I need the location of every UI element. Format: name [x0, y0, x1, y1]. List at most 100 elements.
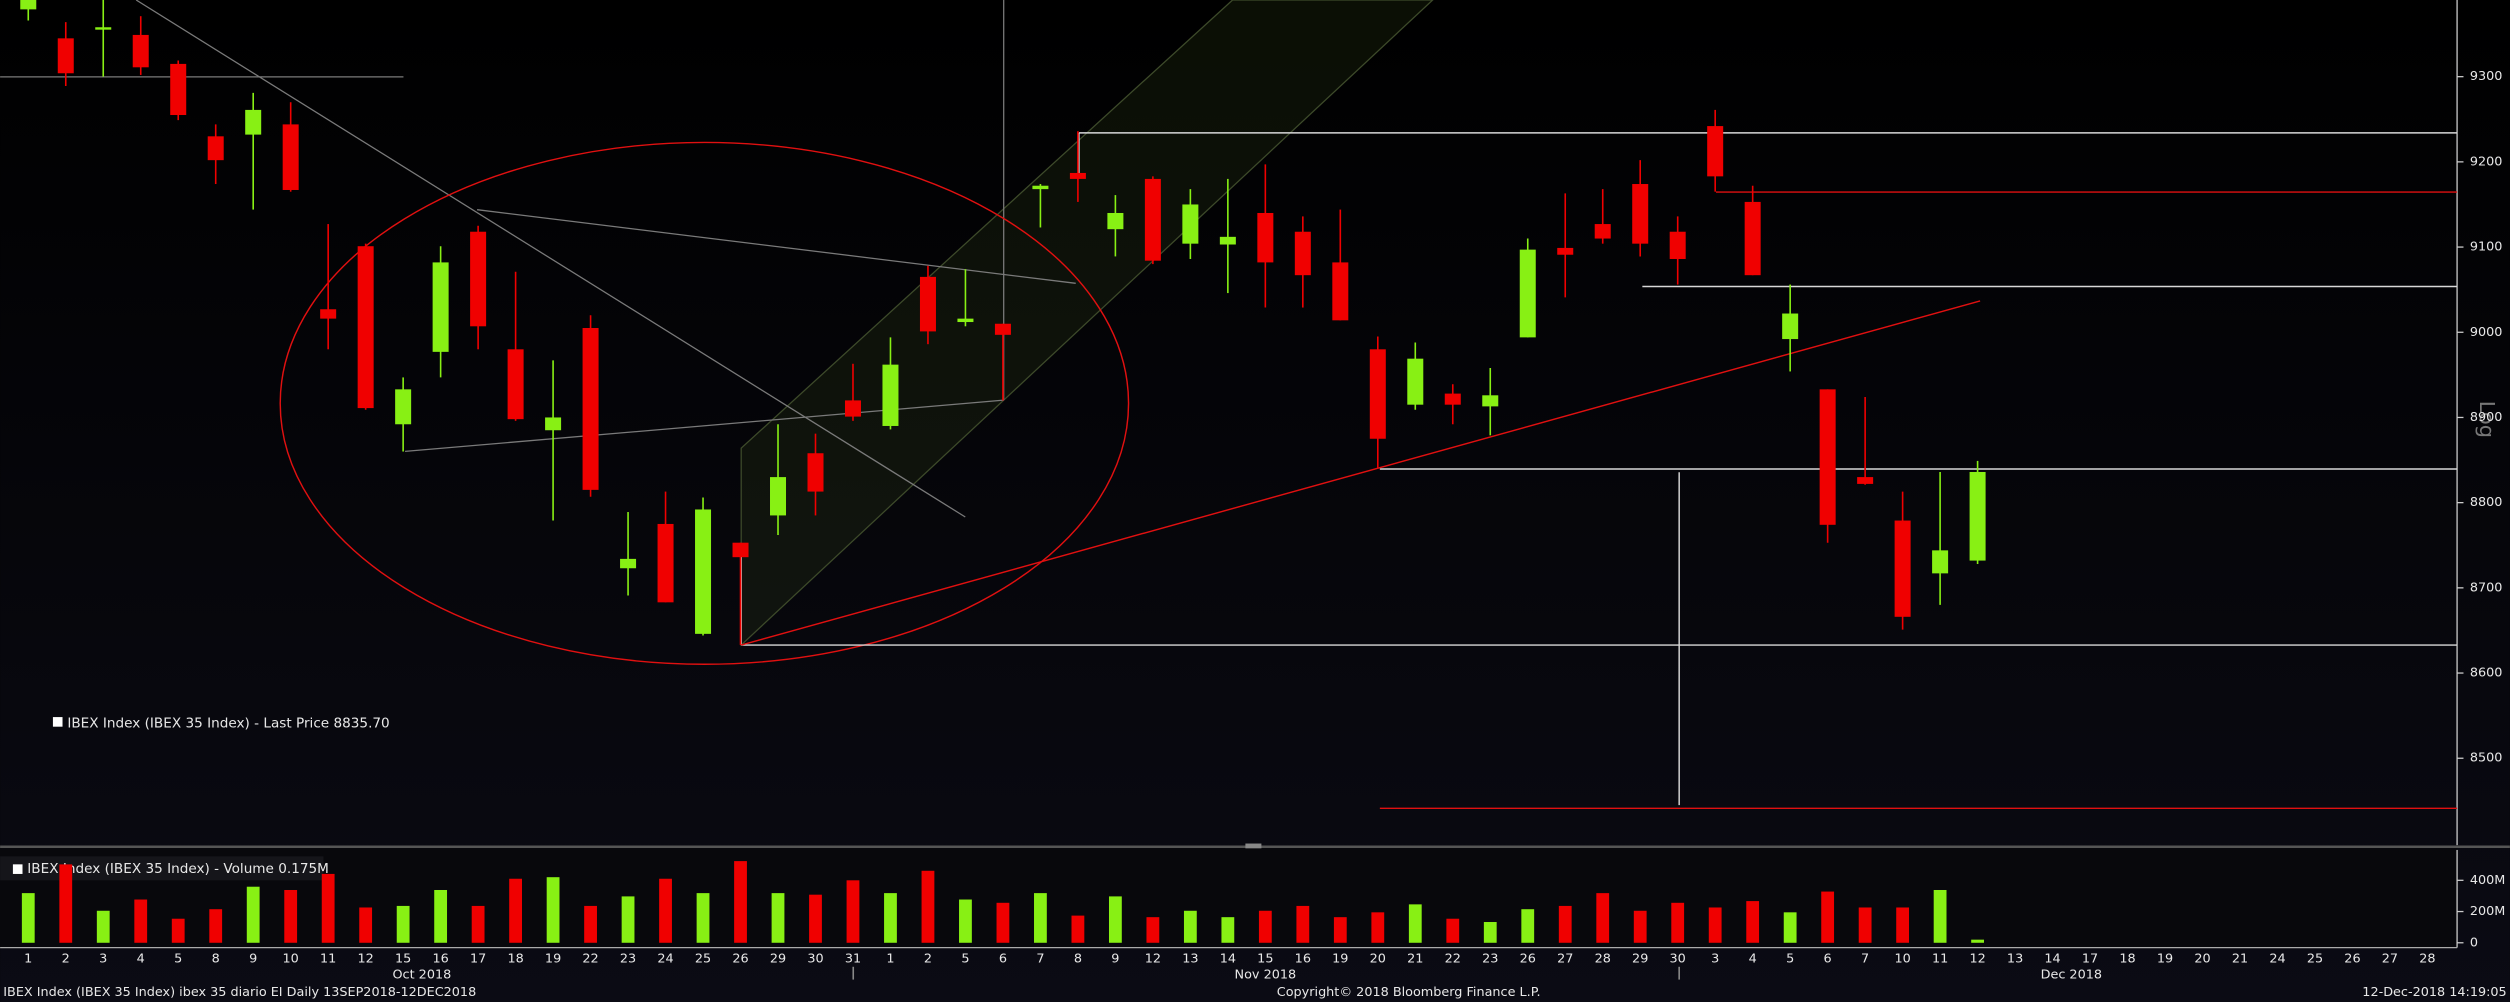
candle-body: [1594, 224, 1611, 239]
volume-bar: [1333, 917, 1347, 943]
trend-channel: [740, 0, 1434, 647]
y-tick-label: 8800: [2470, 495, 2503, 510]
candle-body: [732, 542, 749, 558]
highlight-ellipse: [279, 141, 1130, 665]
volume-bar: [1221, 917, 1235, 943]
candle-body: [320, 309, 337, 319]
x-tick-label: 18: [2119, 951, 2135, 966]
volume-bar: [284, 889, 298, 943]
volume-bar: [1258, 910, 1272, 943]
volume-bar: [1483, 922, 1497, 943]
x-tick-label: 17: [2082, 951, 2098, 966]
y-tick-label: 8600: [2470, 666, 2503, 681]
volume-bar: [1783, 912, 1797, 943]
x-tick-label: 21: [1407, 951, 1423, 966]
candle-body: [132, 34, 149, 68]
month-label: Dec 2018: [2041, 967, 2102, 982]
volume-bar: [396, 905, 410, 943]
volume-bar: [584, 905, 597, 943]
volume-bar: [509, 878, 523, 943]
x-tick-label: 7: [1861, 951, 1869, 966]
y-tick-label: 8700: [2470, 580, 2503, 595]
candle-body: [432, 262, 449, 352]
candle-body: [1144, 178, 1161, 261]
candle-body: [1444, 393, 1461, 405]
x-tick-label: 29: [1632, 951, 1648, 966]
x-tick-label: 16: [1295, 951, 1311, 966]
volume-bar: [1558, 905, 1572, 943]
candle-body: [1219, 236, 1236, 245]
x-tick-label: 9: [1111, 951, 1119, 966]
candle-body: [770, 477, 787, 516]
x-tick-label: 24: [2269, 951, 2285, 966]
x-tick-label: 3: [1711, 951, 1719, 966]
candle-body: [882, 364, 899, 426]
x-tick-label: 12: [1969, 951, 1985, 966]
volume-bar: [1821, 891, 1835, 943]
candle-body: [1519, 249, 1536, 338]
footer-center: Copyright© 2018 Bloomberg Finance L.P.: [1277, 985, 1541, 1000]
candle-body: [95, 27, 112, 30]
volume-bar: [1446, 918, 1460, 943]
x-tick-label: 26: [2344, 951, 2360, 966]
x-tick-label: 12: [1145, 951, 1161, 966]
x-tick-label: 28: [1595, 951, 1611, 966]
volume-bar: [1858, 907, 1872, 943]
x-tick-label: 4: [1749, 951, 1757, 966]
x-tick-label: 12: [358, 951, 374, 966]
x-tick-label: 23: [620, 951, 636, 966]
candle-body: [1819, 389, 1836, 525]
candle-body: [1332, 262, 1349, 321]
candle-body: [1107, 212, 1124, 230]
month-label: Nov 2018: [1235, 967, 1297, 982]
candle-body: [957, 318, 974, 323]
candle-body: [695, 509, 712, 634]
x-tick-label: 5: [961, 951, 969, 966]
x-tick-label: 26: [1520, 951, 1536, 966]
volume-bar: [21, 893, 35, 943]
volume-bar: [1408, 904, 1422, 943]
x-tick-label: 13: [1182, 951, 1198, 966]
x-tick-label: 20: [2194, 951, 2210, 966]
x-tick-label: 14: [2044, 951, 2060, 966]
candle-body: [20, 0, 37, 10]
volume-bar: [959, 899, 972, 943]
volume-bar: [546, 877, 560, 943]
volume-bar: [809, 894, 822, 943]
volume-bar: [1971, 939, 1984, 943]
x-tick-label: 17: [470, 951, 486, 966]
candle-body: [582, 328, 599, 490]
x-tick-label: 31: [845, 951, 861, 966]
volume-y-tick-label: 0: [2470, 935, 2478, 950]
x-tick-label: 16: [432, 951, 448, 966]
candle-body: [245, 109, 262, 135]
x-tick-label: 4: [137, 951, 145, 966]
x-tick-label: 14: [1220, 951, 1236, 966]
candle-body: [207, 136, 224, 161]
x-tick-label: 21: [2232, 951, 2248, 966]
candle-body: [507, 349, 524, 420]
x-tick-label: 8: [212, 951, 220, 966]
trend-line: [135, 0, 966, 518]
footer-left: IBEX Index (IBEX 35 Index) ibex 35 diari…: [3, 985, 476, 1000]
y-tick-label: 9200: [2470, 154, 2503, 169]
volume-y-tick-label: 400M: [2470, 873, 2505, 888]
price-legend: IBEX Index (IBEX 35 Index) - Last Price …: [67, 715, 389, 731]
candle-body: [545, 417, 562, 431]
candle-body: [1632, 184, 1649, 244]
x-tick-label: 18: [507, 951, 523, 966]
volume-bar: [209, 909, 223, 943]
x-tick-label: 5: [1786, 951, 1794, 966]
candle-body: [1032, 185, 1049, 190]
candle-body: [1557, 247, 1574, 255]
volume-bar: [1183, 910, 1197, 943]
month-label: Oct 2018: [393, 967, 452, 982]
x-tick-label: 20: [1370, 951, 1386, 966]
candle-body: [1257, 212, 1274, 263]
volume-bar: [1371, 912, 1385, 943]
trend-line: [477, 209, 1076, 284]
y-tick-label: 9100: [2470, 240, 2503, 255]
volume-bar: [1633, 910, 1647, 943]
candle-body: [807, 453, 824, 492]
